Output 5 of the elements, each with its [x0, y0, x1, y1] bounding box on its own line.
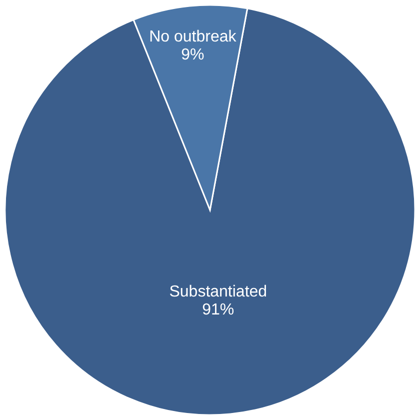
slice-label: No outbreak	[149, 28, 238, 46]
data-label: 9%	[181, 46, 204, 64]
slice-label: Substantiated	[169, 284, 268, 301]
pie-slice	[4, 8, 416, 416]
data-label: 91%	[202, 302, 234, 319]
